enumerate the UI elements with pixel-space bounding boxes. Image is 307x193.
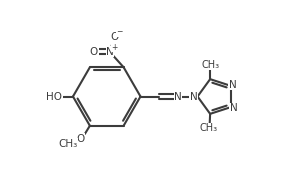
Text: N: N [106, 47, 114, 57]
Text: +: + [111, 43, 118, 52]
Text: CH₃: CH₃ [200, 124, 218, 133]
Text: O: O [90, 47, 98, 57]
Text: N: N [189, 91, 197, 102]
Text: O: O [76, 134, 84, 144]
Text: N: N [229, 80, 237, 90]
Text: O: O [110, 32, 119, 42]
Text: N: N [230, 103, 238, 113]
Text: HO: HO [46, 91, 62, 102]
Text: N: N [174, 91, 182, 102]
Text: CH₃: CH₃ [201, 60, 219, 69]
Text: CH₃: CH₃ [58, 139, 77, 149]
Text: −: − [117, 27, 123, 36]
